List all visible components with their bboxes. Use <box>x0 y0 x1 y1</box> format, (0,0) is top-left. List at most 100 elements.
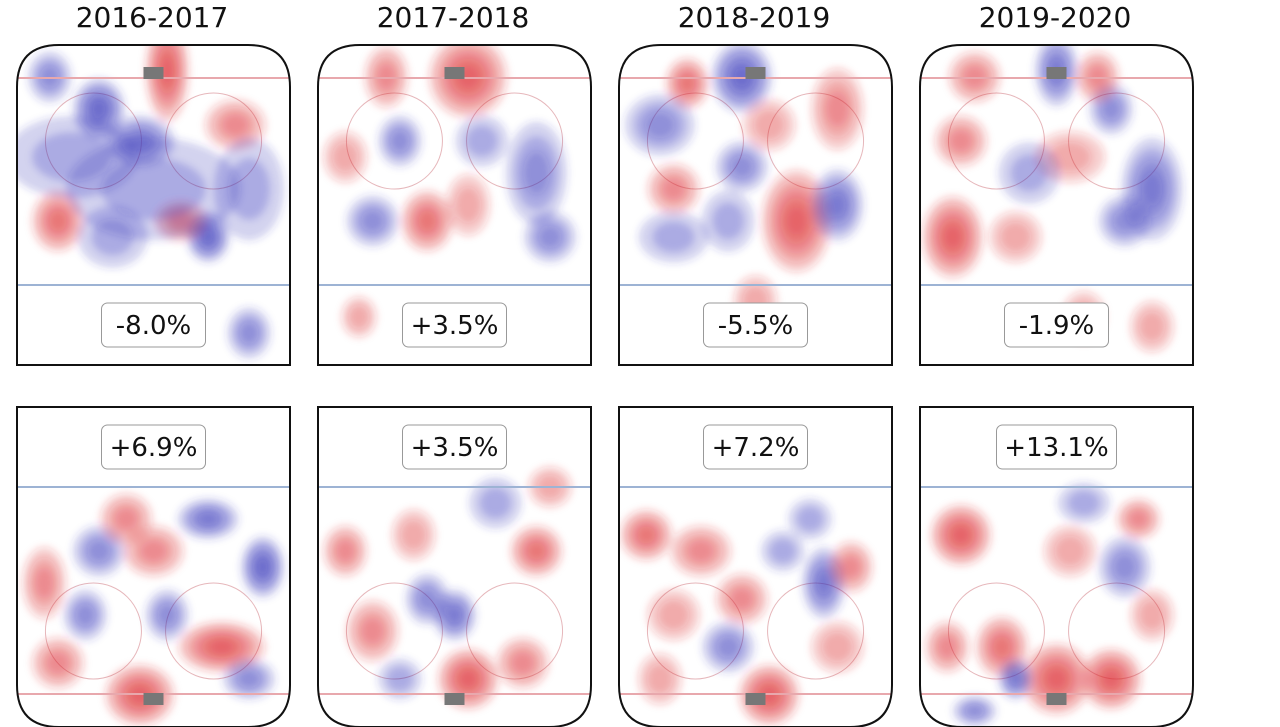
season-title-2016-2017: 2016-2017 <box>75 1 229 34</box>
heat-region-positive <box>786 207 806 235</box>
value-label-box <box>402 302 507 348</box>
heat-region-positive <box>1102 670 1120 688</box>
value-label: +7.2% <box>712 433 800 463</box>
heat-region-negative <box>87 540 111 562</box>
heat-region-positive <box>361 617 384 645</box>
rink-panel-2018-2019-top: -5.5% <box>618 44 893 366</box>
goal-net-icon <box>143 67 164 79</box>
heat-region-positive <box>949 130 973 152</box>
heat-region-positive <box>826 91 849 127</box>
heat-region-positive <box>687 540 715 562</box>
heat-region-negative <box>228 158 271 220</box>
heat-region-positive <box>937 636 957 658</box>
heat-region-positive <box>335 540 355 562</box>
heat-region-negative <box>32 132 111 182</box>
heat-region-positive <box>730 588 754 610</box>
goal-net-icon <box>1046 67 1067 79</box>
heat-region-positive <box>1049 141 1092 173</box>
heat-region-negative <box>91 100 107 118</box>
heat-region-negative <box>157 604 177 626</box>
heat-region-positive <box>679 74 695 92</box>
value-label: -1.9% <box>1019 311 1094 341</box>
goal-net-icon <box>745 693 766 705</box>
heat-region-negative <box>796 506 824 532</box>
goal-net-icon <box>444 693 465 705</box>
heat-region-negative <box>716 636 740 658</box>
faceoff-circle <box>44 582 142 680</box>
heat-region-positive <box>455 186 482 224</box>
value-label-box <box>101 302 206 348</box>
heat-region-positive <box>49 210 67 232</box>
heat-region-negative <box>390 130 410 152</box>
heat-region-positive <box>944 225 962 249</box>
value-label-box <box>996 424 1117 470</box>
rink-border <box>618 406 893 727</box>
heat-region-negative <box>828 193 847 217</box>
rink-panel-2016-2017-bottom: +6.9% <box>16 406 291 727</box>
heat-region-negative <box>447 606 462 624</box>
heat-region-positive <box>209 640 234 654</box>
rink-border <box>919 44 1194 366</box>
heat-region-positive <box>459 670 477 688</box>
heat-region-positive <box>511 652 534 674</box>
heat-region-positive <box>952 526 970 544</box>
value-label: -5.5% <box>718 311 793 341</box>
heat-region-negative <box>1113 553 1136 581</box>
rink-border <box>16 406 291 727</box>
heat-region-negative <box>239 322 259 344</box>
heat-region-positive <box>348 304 370 330</box>
value-label-box <box>101 424 206 470</box>
heat-region-positive <box>114 508 138 530</box>
heat-region-positive <box>46 652 70 674</box>
heat-region-negative <box>202 230 215 244</box>
value-label: +6.9% <box>110 433 198 463</box>
heat-region-negative <box>644 111 675 139</box>
heat-region-negative <box>1113 210 1136 232</box>
goal-net-icon <box>745 67 766 79</box>
heat-region-positive <box>662 178 685 200</box>
rink-panel-2017-2018-top: +3.5% <box>317 44 592 366</box>
heat-region-negative <box>256 558 269 576</box>
heat-region-positive <box>1138 599 1166 631</box>
value-label: +13.1% <box>1004 433 1108 463</box>
heat-region-positive <box>821 631 854 663</box>
heat-region-positive <box>332 141 359 173</box>
heat-region-positive <box>753 109 785 141</box>
rink-border <box>16 44 291 366</box>
heat-region-negative <box>538 226 562 248</box>
value-label: -8.0% <box>116 311 191 341</box>
heat-region-positive <box>222 114 249 136</box>
heat-region-negative <box>523 151 550 195</box>
heat-region-positive <box>999 221 1032 253</box>
value-label-box <box>703 424 808 470</box>
heat-region-negative <box>386 666 414 692</box>
heat-region-negative <box>1068 490 1100 516</box>
rink-panel-2019-2020-bottom: +13.1% <box>919 406 1194 727</box>
rink-panel-2017-2018-bottom: +3.5% <box>317 406 592 727</box>
goal-net-icon <box>444 67 465 79</box>
heat-region-positive <box>1129 510 1148 528</box>
season-title-2017-2018: 2017-2018 <box>376 1 530 34</box>
heat-region-negative <box>730 155 754 178</box>
heat-region-negative <box>965 704 984 718</box>
rink-border <box>317 406 592 727</box>
value-label-box <box>402 424 507 470</box>
value-label: +3.5% <box>411 433 499 463</box>
heat-region-positive <box>418 210 436 232</box>
heat-region-positive <box>376 63 396 91</box>
heat-region-negative <box>1101 98 1121 120</box>
heat-region-negative <box>816 571 832 595</box>
heat-region-negative <box>769 538 796 564</box>
heat-region-positive <box>1046 669 1067 689</box>
goal-net-icon <box>1046 693 1067 705</box>
heat-region-negative <box>237 670 261 688</box>
heat-region-negative <box>75 604 95 626</box>
heat-region-negative <box>91 218 134 256</box>
rink-border <box>317 44 592 366</box>
heat-region-positive <box>993 636 1011 658</box>
heat-region-negative <box>1009 672 1022 686</box>
heat-region-positive <box>646 663 674 695</box>
heat-region-negative <box>479 487 512 519</box>
goal-net-icon <box>143 693 164 705</box>
heat-region-negative <box>1010 154 1048 192</box>
